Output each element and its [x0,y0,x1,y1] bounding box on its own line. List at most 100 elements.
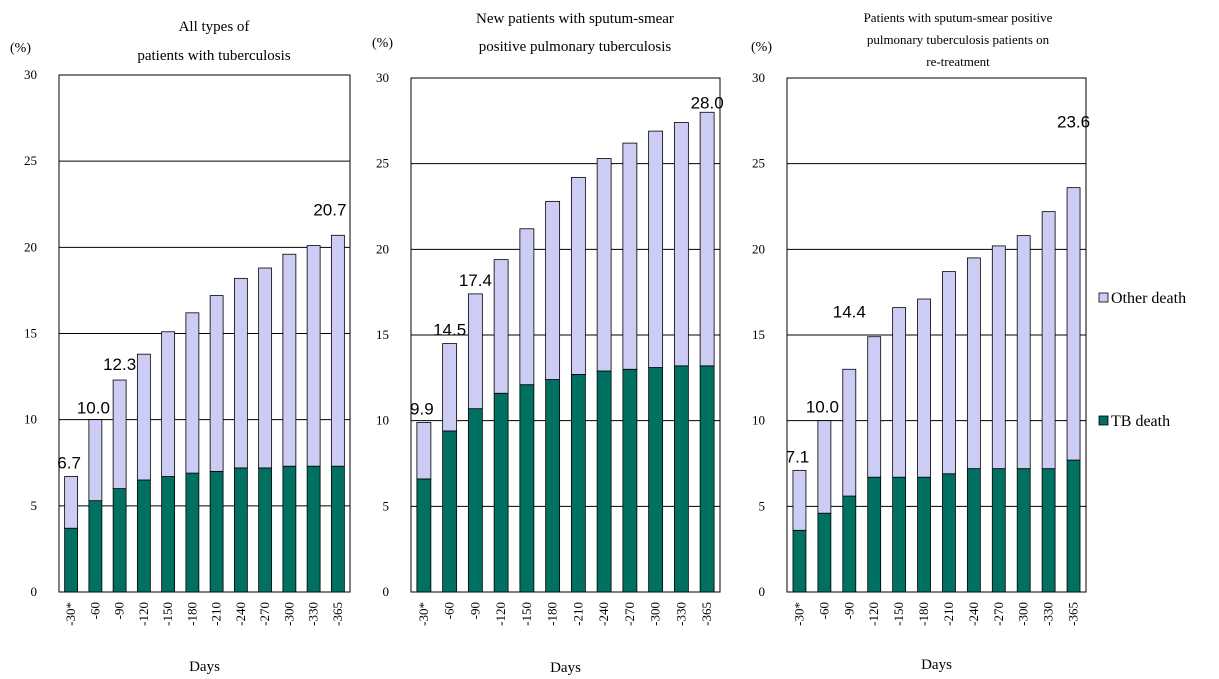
bar-tb-death [892,476,907,593]
bar-tb-death [1066,459,1081,593]
y-tick-label: 25 [752,156,765,171]
x-axis-label: Days [189,659,220,675]
bar-other-death [842,368,857,497]
bar-tb-death [699,365,715,593]
bar-other-death [1041,211,1056,470]
bar-other-death [233,277,248,469]
data-label: 14.4 [833,302,866,321]
chart-panel-2: New patients with sputum-smear positive p… [372,11,724,676]
bar-tb-death [792,529,807,593]
legend-label: Other death [1111,290,1186,307]
x-tick-label: -120 [136,602,151,626]
x-tick-label: -30* [791,602,806,626]
x-tick-label: -365 [699,602,714,626]
bar-tb-death [161,476,176,593]
bar-tb-death [209,470,224,593]
bar-tb-death [416,478,432,593]
bar-other-death [867,336,882,478]
x-tick-label: -60 [87,602,102,619]
x-tick-label: -180 [916,602,931,626]
y-tick-label: 10 [752,413,765,428]
x-tick-label: -60 [816,602,831,619]
data-label: 17.4 [459,271,492,290]
bar-tb-death [942,473,956,593]
bar-tb-death [867,476,882,593]
x-tick-label: -90 [112,602,127,619]
data-label: 7.1 [786,447,810,466]
x-tick-label: -330 [673,602,688,626]
plot-frame [786,77,1087,593]
bar-other-death [442,343,458,432]
bar-other-death [648,130,664,368]
chart-title-line: New patients with sputum-smear [476,11,674,27]
bar-tb-death [842,495,857,593]
bar-tb-death [596,370,612,593]
chart-title-line: pulmonary tuberculosis patients on [867,32,1050,47]
data-label: 20.7 [313,200,346,219]
y-tick-label: 0 [383,584,390,599]
x-tick-label: -210 [570,602,585,626]
bar-other-death [991,245,1006,470]
bar-other-death [467,293,483,410]
y-tick-label: 15 [752,327,765,342]
bar-tb-death [330,465,345,593]
x-tick-label: -300 [1016,602,1031,626]
data-label: 6.7 [57,454,81,473]
data-label: 28.0 [691,93,724,112]
y-tick-label: 20 [376,241,389,256]
y-tick-label: 30 [752,70,765,85]
y-tick-label: 5 [31,498,38,513]
bar-tb-death [673,365,689,593]
data-label: 14.5 [433,321,466,340]
chart-title-line: All types of [179,19,250,35]
chart-panel-3: Patients with sputum-smear positive pulmo… [751,10,1090,673]
bar-tb-death [1041,468,1056,593]
bar-tb-death [1016,468,1031,593]
bar-other-death [1066,187,1081,461]
bar-other-death [519,228,535,386]
bar-other-death [817,420,832,514]
plot-frame [58,74,351,593]
legend: Other death TB death [1098,290,1186,430]
x-tick-label: -90 [467,602,482,619]
x-axis-label: Days [921,657,952,673]
x-tick-label: -150 [891,602,906,626]
bar-other-death [570,176,586,375]
bar-other-death [699,111,715,367]
y-tick-label: 10 [376,413,389,428]
plot-frame [410,77,721,593]
chart-title-line: Patients with sputum-smear positive [864,10,1053,25]
bar-tb-death [442,430,458,593]
x-tick-label: -120 [493,602,508,626]
legend-label: TB death [1111,413,1170,430]
x-tick-label: -30* [63,602,78,626]
bar-tb-death [817,512,832,593]
x-tick-label: -330 [306,602,321,626]
bar-other-death [596,158,612,372]
x-tick-label: -120 [866,602,881,626]
bar-tb-death [233,467,248,593]
chart-title-line: positive pulmonary tuberculosis [479,39,672,55]
bar-tb-death [917,476,931,593]
x-tick-label: -365 [1066,602,1081,626]
data-label: 12.3 [103,355,136,374]
bar-other-death [258,267,273,469]
data-label: 9.9 [410,399,434,418]
chart-title-line: patients with tuberculosis [137,48,290,64]
x-tick-label: -365 [330,602,345,626]
bar-other-death [1016,235,1031,470]
y-unit-label: (%) [10,41,31,56]
y-tick-label: 25 [376,156,389,171]
bar-tb-death [493,392,509,593]
bar-tb-death [467,408,483,593]
x-tick-label: -30* [416,602,431,626]
bar-other-death [306,245,321,467]
bar-tb-death [258,467,273,593]
y-tick-label: 30 [24,67,37,82]
bar-other-death [185,312,200,474]
chart-panel-1: All types of patients with tuberculosis (%… [10,19,351,675]
y-unit-label: (%) [751,40,772,55]
bar-tb-death [519,384,535,593]
bar-other-death [673,122,689,367]
bar-other-death [330,234,345,467]
